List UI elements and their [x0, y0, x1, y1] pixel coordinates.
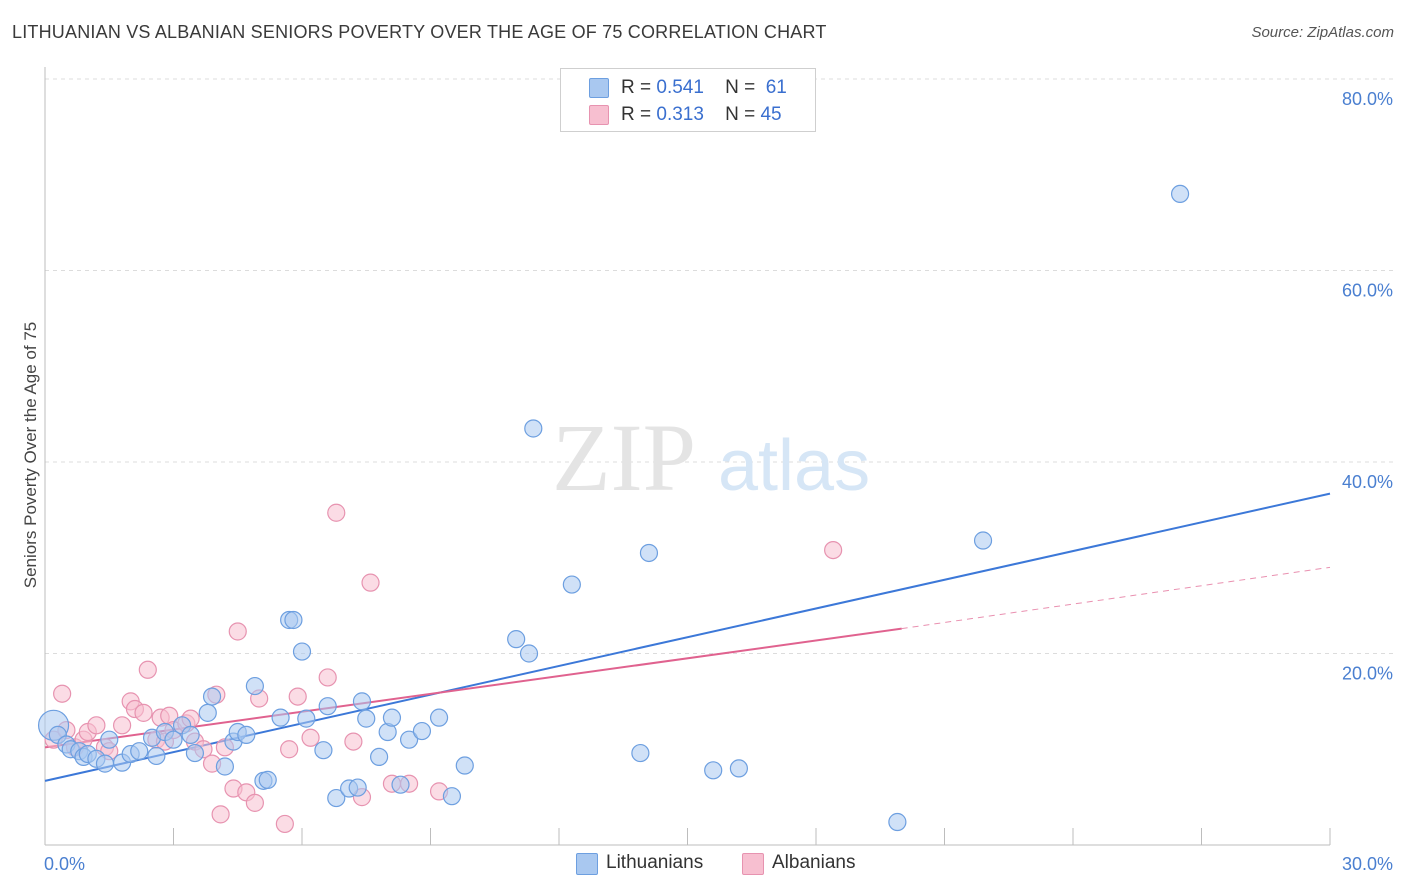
series-swatch-lithuanians: [576, 853, 598, 875]
legend-swatch-albanians: [589, 105, 609, 125]
point-lithuanians: [271, 708, 290, 727]
chart-title: LITHUANIAN VS ALBANIAN SENIORS POVERTY O…: [12, 22, 827, 42]
y-tick-label: 60.0%: [1342, 281, 1393, 301]
point-lithuanians: [314, 741, 333, 760]
y-tick-label: 20.0%: [1342, 664, 1393, 684]
point-lithuanians: [1170, 184, 1190, 203]
point-lithuanians: [318, 697, 337, 716]
point-lithuanians: [95, 754, 115, 773]
point-lithuanians: [258, 770, 277, 789]
point-lithuanians: [130, 742, 149, 761]
point-lithuanians: [455, 756, 474, 775]
point-lithuanians: [245, 676, 264, 696]
point-albanians: [138, 660, 157, 679]
x-tick-label: 0.0%: [44, 854, 85, 874]
point-albanians: [112, 716, 132, 735]
point-lithuanians: [100, 730, 119, 749]
point-lithuanians: [704, 761, 723, 780]
legend-n-label: N =: [725, 104, 756, 125]
stats-legend: R = 0.541 N = 61 R = 0.313 N = 45: [560, 68, 816, 132]
gridlines: [45, 78, 1393, 654]
x-tick-label: 30.0%: [1342, 854, 1393, 874]
legend-r-label: R =: [621, 104, 652, 125]
point-albanians: [824, 540, 843, 560]
source-label: Source: ZipAtlas.com: [1251, 24, 1394, 41]
point-lithuanians: [284, 610, 303, 630]
point-albanians: [53, 684, 72, 703]
point-albanians: [87, 716, 106, 735]
point-lithuanians: [631, 743, 650, 763]
series-label-lithuanians: Lithuanians: [606, 852, 704, 873]
point-lithuanians: [292, 642, 312, 661]
point-albanians: [245, 793, 264, 812]
point-albanians: [288, 687, 307, 706]
y-tick-label: 40.0%: [1342, 472, 1393, 492]
point-lithuanians: [519, 644, 539, 663]
point-lithuanians: [562, 575, 581, 594]
point-lithuanians: [202, 687, 222, 706]
point-lithuanians: [352, 692, 372, 711]
point-lithuanians: [442, 787, 462, 806]
series-legend: Lithuanians Albanians: [0, 852, 1406, 878]
point-lithuanians: [237, 725, 256, 744]
point-lithuanians: [729, 759, 749, 778]
point-lithuanians: [973, 531, 993, 550]
legend-swatch-lithuanians: [589, 78, 609, 98]
point-lithuanians: [524, 419, 543, 438]
legend-r-value: 0.313: [656, 104, 704, 125]
series-label-albanians: Albanians: [772, 852, 856, 873]
trendline-lithuanians: [44, 492, 1331, 782]
point-albanians: [318, 668, 337, 687]
point-lithuanians: [164, 730, 183, 749]
point-lithuanians: [888, 812, 907, 832]
legend-n-value: 61: [765, 77, 787, 98]
point-albanians: [275, 814, 294, 834]
point-albanians: [301, 728, 320, 747]
y-tick-label: 80.0%: [1342, 89, 1393, 109]
tick-labels: 20.0% 40.0% 60.0% 80.0% 0.0% 30.0%: [44, 89, 1393, 874]
point-albanians: [228, 622, 247, 641]
watermark: ZIP atlas: [552, 404, 870, 511]
point-lithuanians: [327, 788, 346, 808]
point-lithuanians: [639, 543, 659, 563]
data-points: [37, 184, 1190, 834]
watermark-atlas: atlas: [718, 426, 870, 506]
point-lithuanians: [382, 708, 402, 727]
point-lithuanians: [348, 778, 367, 797]
point-lithuanians: [181, 725, 200, 744]
point-lithuanians: [370, 747, 389, 767]
series-swatch-albanians: [742, 853, 764, 875]
point-lithuanians: [185, 743, 205, 763]
trendline-extension-albanians: [901, 566, 1331, 630]
legend-n-value: 45: [760, 104, 782, 125]
point-albanians: [280, 740, 299, 759]
point-albanians: [361, 573, 380, 592]
point-albanians: [327, 503, 346, 522]
point-lithuanians: [357, 709, 376, 728]
point-lithuanians: [507, 630, 526, 649]
point-lithuanians: [391, 775, 410, 794]
point-lithuanians: [297, 709, 316, 728]
point-lithuanians: [399, 730, 419, 749]
point-albanians: [344, 732, 363, 751]
point-albanians: [134, 703, 153, 722]
point-lithuanians: [429, 708, 449, 727]
point-lithuanians: [412, 721, 432, 741]
legend-r-value: 0.541: [656, 77, 704, 98]
point-lithuanians: [198, 703, 217, 722]
legend-r-label: R =: [621, 77, 652, 98]
point-albanians: [211, 805, 230, 824]
legend-n-label: N =: [725, 77, 756, 98]
watermark-zip: ZIP: [552, 404, 696, 511]
point-lithuanians: [147, 746, 166, 766]
point-lithuanians: [215, 757, 234, 776]
